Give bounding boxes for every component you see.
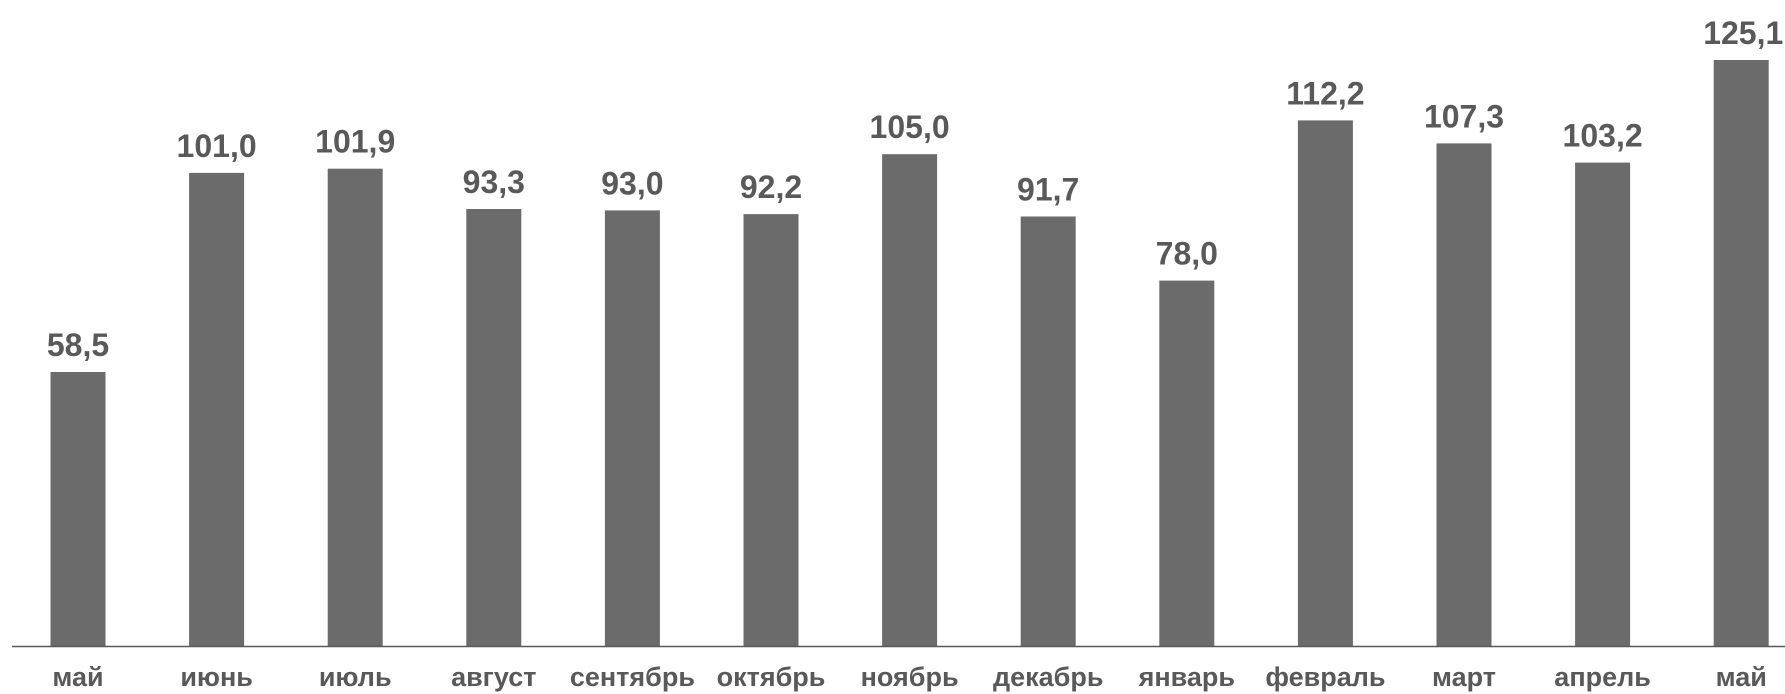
category-label-9: февраль <box>1265 662 1385 692</box>
bar-5 <box>743 214 799 646</box>
value-label-4: 93,0 <box>601 165 663 201</box>
value-label-2: 101,9 <box>315 124 395 160</box>
bars-group <box>50 60 1769 646</box>
category-label-1: июнь <box>180 662 253 692</box>
category-label-5: октябрь <box>717 662 826 692</box>
value-label-5: 92,2 <box>740 169 802 205</box>
value-label-8: 78,0 <box>1156 236 1218 272</box>
value-label-10: 107,3 <box>1424 98 1504 134</box>
value-label-12: 125,1 <box>1703 15 1783 51</box>
category-label-3: август <box>451 662 536 692</box>
value-label-11: 103,2 <box>1563 118 1643 154</box>
bar-6 <box>882 154 938 646</box>
value-label-7: 91,7 <box>1017 172 1079 208</box>
category-label-12: май <box>1716 662 1767 692</box>
category-label-0: май <box>52 662 103 692</box>
category-label-4: сентябрь <box>570 662 695 692</box>
bar-0 <box>50 372 106 646</box>
category-label-6: ноябрь <box>861 662 959 692</box>
bar-8 <box>1159 280 1215 646</box>
value-labels-group: 58,5 101,0 101,9 93,3 93,0 92,2 105,0 91,7 78,0 1… <box>47 15 1783 363</box>
value-label-0: 58,5 <box>47 327 109 363</box>
value-label-3: 93,3 <box>463 164 525 200</box>
category-labels-group: май июнь июль август сентябрь октябрь ноябрь де… <box>52 662 1766 692</box>
bar-12 <box>1713 60 1769 646</box>
value-label-9: 112,2 <box>1286 75 1364 111</box>
bar-11 <box>1575 162 1631 646</box>
bar-4 <box>604 210 660 646</box>
category-label-11: апрель <box>1554 662 1651 692</box>
category-label-10: март <box>1432 662 1496 692</box>
category-label-7: декабрь <box>993 662 1103 692</box>
bar-3 <box>466 209 522 646</box>
bar-1 <box>189 172 245 646</box>
bar-2 <box>327 168 383 646</box>
category-label-2: июль <box>319 662 392 692</box>
bar-10 <box>1436 143 1492 646</box>
value-label-1: 101,0 <box>177 128 257 164</box>
category-label-8: январь <box>1138 662 1235 692</box>
bar-9 <box>1297 120 1353 646</box>
value-label-6: 105,0 <box>870 109 950 145</box>
bar-7 <box>1020 216 1076 646</box>
